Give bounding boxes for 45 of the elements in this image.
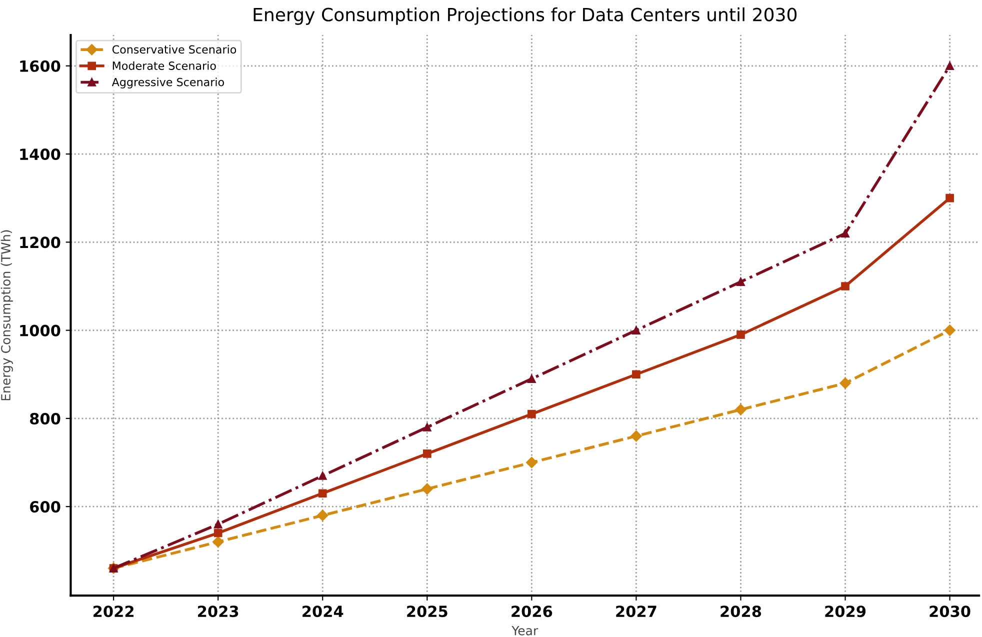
point: [422, 423, 432, 432]
x-tick-label: 2028: [720, 606, 762, 618]
point: [632, 370, 640, 379]
y-tick-label: 800: [30, 412, 60, 424]
point: [422, 450, 432, 458]
x-tick-label: 2024: [302, 606, 344, 618]
x-tick-label: 2027: [616, 606, 656, 618]
x-tick-label: 2029: [825, 606, 866, 618]
point: [632, 326, 640, 334]
legend-label: Moderate Scenario: [112, 61, 216, 70]
x-tick-label: 2022: [94, 606, 134, 618]
point: [630, 430, 642, 442]
y-tick-label: 600: [30, 501, 60, 513]
point: [528, 374, 536, 383]
point: [944, 324, 956, 336]
point: [528, 410, 536, 418]
x-tick-label: 2026: [512, 606, 552, 618]
x-tick-label: 2023: [198, 606, 238, 618]
point: [526, 456, 538, 468]
y-tick-label: 1000: [20, 324, 60, 336]
y-tick-label: 1400: [20, 148, 60, 160]
y-tick-label: 1200: [20, 236, 60, 248]
legend-label: Aggressive Scenario: [112, 78, 224, 88]
point: [214, 520, 222, 528]
point: [212, 536, 224, 548]
x-tick-label: 2030: [930, 606, 970, 618]
x-tick-label: 2025: [407, 606, 448, 618]
point: [317, 510, 328, 521]
y-tick-label: 1600: [20, 60, 60, 72]
point: [841, 282, 850, 290]
point: [422, 483, 433, 495]
point: [946, 194, 954, 202]
point: [736, 278, 745, 286]
chart-title: Energy Consumption Projections for Data Centers until 2030: [254, 7, 797, 25]
point: [946, 62, 954, 70]
point: [736, 330, 745, 339]
point: [318, 472, 327, 480]
x-axis-title: Year: [512, 626, 538, 636]
point: [735, 404, 746, 416]
point: [214, 528, 222, 538]
legend-label: Conservative Scenario: [112, 45, 236, 54]
point: [841, 229, 850, 238]
y-axis-title: Energy Consumption (TWh): [0, 230, 13, 400]
point: [840, 378, 851, 389]
point: [318, 489, 327, 498]
